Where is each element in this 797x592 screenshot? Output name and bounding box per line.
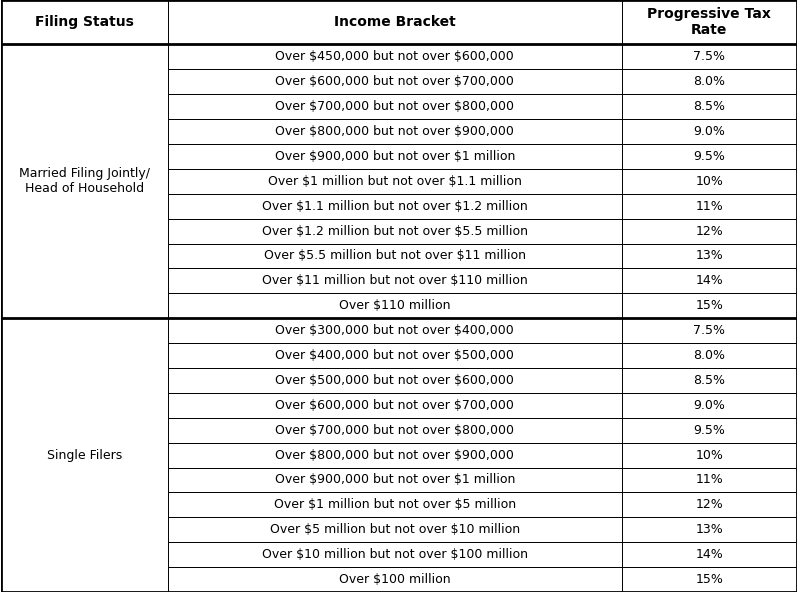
Bar — [168, 468, 622, 493]
Text: 13%: 13% — [696, 249, 723, 262]
Text: Over $300,000 but not over $400,000: Over $300,000 but not over $400,000 — [276, 324, 514, 337]
Bar — [622, 194, 797, 218]
Bar — [168, 0, 622, 44]
Bar — [622, 368, 797, 393]
Text: Progressive Tax
Rate: Progressive Tax Rate — [647, 7, 771, 37]
Text: Over $110 million: Over $110 million — [339, 299, 450, 312]
Text: Over $500,000 but not over $600,000: Over $500,000 but not over $600,000 — [276, 374, 514, 387]
Bar — [168, 443, 622, 468]
Bar — [168, 243, 622, 268]
Bar — [622, 517, 797, 542]
Text: Over $600,000 but not over $700,000: Over $600,000 but not over $700,000 — [276, 399, 514, 412]
Bar — [1, 44, 168, 318]
Bar — [168, 144, 622, 169]
Text: Over $700,000 but not over $800,000: Over $700,000 but not over $800,000 — [275, 424, 514, 437]
Text: Over $800,000 but not over $900,000: Over $800,000 but not over $900,000 — [276, 449, 514, 462]
Text: Single Filers: Single Filers — [47, 449, 122, 462]
Text: 9.5%: 9.5% — [693, 424, 725, 437]
Text: Income Bracket: Income Bracket — [334, 15, 456, 29]
Bar — [622, 268, 797, 293]
Text: 11%: 11% — [696, 200, 723, 213]
Text: 15%: 15% — [696, 573, 724, 586]
Text: 8.5%: 8.5% — [693, 374, 725, 387]
Bar — [622, 218, 797, 243]
Text: 13%: 13% — [696, 523, 723, 536]
Bar — [168, 517, 622, 542]
Text: 8.5%: 8.5% — [693, 100, 725, 113]
Text: Over $1 million but not over $1.1 million: Over $1 million but not over $1.1 millio… — [268, 175, 522, 188]
Text: Over $700,000 but not over $800,000: Over $700,000 but not over $800,000 — [275, 100, 514, 113]
Text: Over $10 million but not over $100 million: Over $10 million but not over $100 milli… — [262, 548, 528, 561]
Text: 15%: 15% — [696, 299, 724, 312]
Bar — [622, 468, 797, 493]
Text: Over $1.2 million but not over $5.5 million: Over $1.2 million but not over $5.5 mill… — [262, 224, 528, 237]
Text: 7.5%: 7.5% — [693, 324, 725, 337]
Text: Over $450,000 but not over $600,000: Over $450,000 but not over $600,000 — [276, 50, 514, 63]
Bar — [622, 44, 797, 69]
Text: 9.0%: 9.0% — [693, 399, 725, 412]
Text: Over $1.1 million but not over $1.2 million: Over $1.1 million but not over $1.2 mill… — [262, 200, 528, 213]
Bar — [622, 493, 797, 517]
Text: 9.0%: 9.0% — [693, 125, 725, 138]
Bar — [622, 0, 797, 44]
Bar — [168, 169, 622, 194]
Bar — [168, 418, 622, 443]
Text: Over $5 million but not over $10 million: Over $5 million but not over $10 million — [269, 523, 520, 536]
Text: Over $5.5 million but not over $11 million: Over $5.5 million but not over $11 milli… — [264, 249, 526, 262]
Text: 10%: 10% — [696, 175, 724, 188]
Bar — [168, 368, 622, 393]
Bar — [622, 144, 797, 169]
Text: Over $900,000 but not over $1 million: Over $900,000 but not over $1 million — [275, 474, 515, 487]
Bar — [168, 542, 622, 567]
Text: 14%: 14% — [696, 548, 723, 561]
Bar — [168, 318, 622, 343]
Bar — [168, 44, 622, 69]
Bar — [168, 69, 622, 94]
Text: 11%: 11% — [696, 474, 723, 487]
Text: 8.0%: 8.0% — [693, 75, 725, 88]
Text: Married Filing Jointly/
Head of Household: Married Filing Jointly/ Head of Househol… — [19, 168, 150, 195]
Bar — [1, 318, 168, 592]
Text: Over $900,000 but not over $1 million: Over $900,000 but not over $1 million — [275, 150, 515, 163]
Bar — [622, 94, 797, 119]
Bar — [622, 293, 797, 318]
Bar — [622, 418, 797, 443]
Bar — [168, 393, 622, 418]
Bar — [168, 218, 622, 243]
Bar — [622, 243, 797, 268]
Bar — [622, 393, 797, 418]
Text: 12%: 12% — [696, 498, 723, 511]
Bar — [1, 0, 168, 44]
Bar — [168, 94, 622, 119]
Bar — [168, 343, 622, 368]
Bar — [622, 542, 797, 567]
Text: Over $100 million: Over $100 million — [339, 573, 450, 586]
Text: Over $800,000 but not over $900,000: Over $800,000 but not over $900,000 — [276, 125, 514, 138]
Text: 12%: 12% — [696, 224, 723, 237]
Text: Over $1 million but not over $5 million: Over $1 million but not over $5 million — [274, 498, 516, 511]
Bar — [622, 343, 797, 368]
Bar — [622, 119, 797, 144]
Bar — [622, 443, 797, 468]
Text: Over $600,000 but not over $700,000: Over $600,000 but not over $700,000 — [276, 75, 514, 88]
Bar — [168, 119, 622, 144]
Bar — [622, 318, 797, 343]
Text: 9.5%: 9.5% — [693, 150, 725, 163]
Text: Over $400,000 but not over $500,000: Over $400,000 but not over $500,000 — [276, 349, 514, 362]
Bar — [168, 293, 622, 318]
Text: 7.5%: 7.5% — [693, 50, 725, 63]
Bar — [622, 567, 797, 592]
Bar — [168, 493, 622, 517]
Text: 10%: 10% — [696, 449, 724, 462]
Bar — [168, 268, 622, 293]
Bar — [168, 194, 622, 218]
Text: Over $11 million but not over $110 million: Over $11 million but not over $110 milli… — [262, 274, 528, 287]
Bar — [622, 169, 797, 194]
Text: 14%: 14% — [696, 274, 723, 287]
Text: Filing Status: Filing Status — [35, 15, 134, 29]
Text: 8.0%: 8.0% — [693, 349, 725, 362]
Bar — [622, 69, 797, 94]
Bar — [168, 567, 622, 592]
